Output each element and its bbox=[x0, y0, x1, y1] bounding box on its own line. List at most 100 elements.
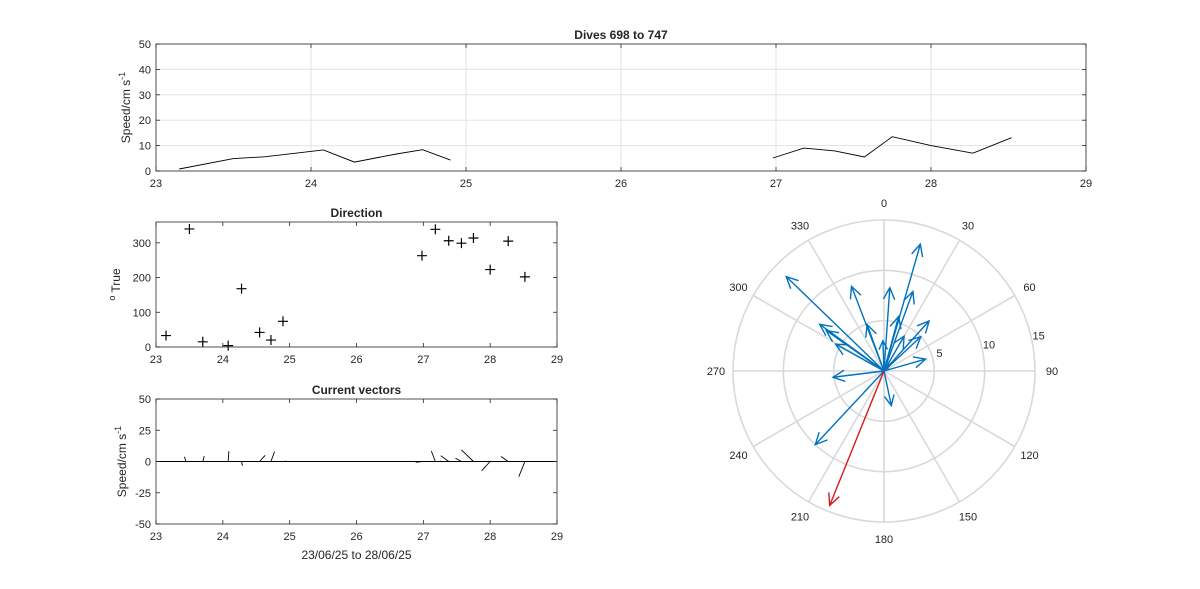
data-point bbox=[236, 283, 247, 294]
speed-chart: 23 24 25 26 27 28 29 0 10 20 30 40 50 Dives 698 to 7… bbox=[117, 28, 1092, 190]
arrow-shaft bbox=[883, 320, 930, 372]
data-point bbox=[485, 264, 496, 275]
y-axis-label-prefix: o bbox=[107, 296, 117, 301]
arrow-head bbox=[865, 323, 877, 338]
y-axis-label: Speed/cm s-1 bbox=[117, 72, 133, 143]
y-tick-label: 50 bbox=[139, 394, 151, 406]
angle-label: 210 bbox=[791, 511, 809, 523]
series-line-1 bbox=[179, 149, 451, 170]
angle-label: 150 bbox=[959, 511, 977, 523]
arrow-head bbox=[785, 275, 799, 290]
y-axis-label-text: Speed/cm s bbox=[115, 434, 129, 497]
vector-stick bbox=[284, 460, 287, 462]
current-arrow bbox=[878, 339, 889, 372]
y-tick-label: 0 bbox=[145, 166, 151, 178]
y-tick-label: 0 bbox=[145, 342, 151, 354]
range-label: 15 bbox=[1032, 331, 1044, 343]
x-tick-label: 24 bbox=[305, 178, 317, 190]
y-tick-label: 10 bbox=[139, 141, 151, 153]
x-tick-label: 26 bbox=[350, 354, 362, 366]
range-label: 10 bbox=[983, 339, 995, 351]
arrow-head bbox=[831, 369, 846, 383]
data-point bbox=[443, 235, 454, 246]
vector-stick bbox=[259, 454, 266, 462]
angle-label: 240 bbox=[729, 450, 747, 462]
angle-label: 330 bbox=[791, 221, 809, 233]
series-line-2 bbox=[772, 136, 1012, 159]
angle-spoke bbox=[883, 370, 1016, 448]
arrow-shaft bbox=[883, 370, 893, 406]
x-tick-label: 29 bbox=[1080, 178, 1092, 190]
current-vectors-chart: 23 24 25 26 27 28 29 50 25 0 -25 -50 Current vector… bbox=[113, 383, 563, 562]
y-tick-label: -50 bbox=[135, 519, 151, 531]
vector-stick bbox=[518, 461, 526, 477]
data-point bbox=[468, 232, 479, 243]
angle-label: 30 bbox=[962, 221, 974, 233]
y-axis-label: Speed/cm s-1 bbox=[113, 426, 129, 497]
x-tick-label: 28 bbox=[484, 531, 496, 543]
current-arrow bbox=[883, 334, 905, 372]
data-point bbox=[519, 271, 530, 282]
x-tick-label: 23 bbox=[150, 178, 162, 190]
arrow-head bbox=[818, 323, 833, 337]
angle-label: 180 bbox=[875, 534, 893, 546]
arrow-head bbox=[849, 284, 862, 300]
arrow-head bbox=[882, 286, 896, 300]
vector-stick bbox=[430, 450, 436, 462]
y-tick-label: 40 bbox=[139, 64, 151, 76]
angle-spoke bbox=[752, 370, 885, 448]
arrow-head bbox=[834, 343, 849, 356]
data-point bbox=[184, 223, 195, 234]
x-tick-label: 29 bbox=[551, 354, 563, 366]
chart-title: Dives 698 to 747 bbox=[574, 28, 668, 42]
x-tick-label: 26 bbox=[615, 178, 627, 190]
vector-stick bbox=[241, 461, 243, 466]
arrow-shaft bbox=[850, 286, 885, 372]
y-tick-label: 0 bbox=[145, 457, 151, 469]
vector-stick bbox=[202, 455, 205, 462]
current-arrow bbox=[824, 329, 885, 372]
arrow-head bbox=[916, 319, 931, 334]
data-point bbox=[265, 335, 276, 346]
arrow-shaft bbox=[883, 335, 905, 372]
x-tick-label: 28 bbox=[484, 354, 496, 366]
vector-stick bbox=[440, 455, 449, 462]
angle-label: 60 bbox=[1023, 282, 1035, 294]
x-tick-label: 25 bbox=[460, 178, 472, 190]
angle-label: 270 bbox=[707, 366, 725, 378]
arrow-shaft bbox=[832, 370, 885, 378]
y-tick-label: 300 bbox=[133, 238, 151, 250]
arrow-head bbox=[883, 394, 895, 408]
y-axis-label-exponent: -1 bbox=[117, 72, 127, 80]
y-tick-label: 20 bbox=[139, 115, 151, 127]
current-arrow bbox=[849, 284, 885, 372]
angle-label: 0 bbox=[881, 198, 887, 210]
current-arrow bbox=[831, 369, 885, 383]
x-tick-label: 24 bbox=[217, 354, 229, 366]
y-tick-label: -25 bbox=[135, 488, 151, 500]
mean-current-arrow bbox=[828, 370, 885, 507]
x-axis-label: 23/06/25 to 28/06/25 bbox=[301, 548, 411, 562]
arrow-shaft bbox=[883, 244, 922, 372]
x-tick-label: 24 bbox=[217, 531, 229, 543]
x-tick-label: 27 bbox=[770, 178, 782, 190]
vector-stick bbox=[183, 456, 187, 462]
arrow-shaft bbox=[882, 340, 885, 372]
current-arrow bbox=[883, 289, 915, 372]
y-tick-label: 25 bbox=[139, 425, 151, 437]
current-arrow bbox=[883, 370, 895, 408]
data-point bbox=[223, 340, 234, 351]
arrow-shaft bbox=[883, 287, 891, 372]
arrow-head bbox=[824, 329, 840, 343]
arrow-shaft bbox=[814, 370, 885, 446]
arrow-head bbox=[903, 289, 915, 305]
x-tick-label: 27 bbox=[417, 354, 429, 366]
compass-plot: 0 30 60 90 120 150 180 210 240 270 300 330 5 10 15 bbox=[707, 198, 1058, 546]
arrow-shaft bbox=[883, 291, 914, 372]
x-tick-label: 27 bbox=[417, 531, 429, 543]
arrow-shaft bbox=[829, 370, 885, 506]
angle-label: 120 bbox=[1020, 450, 1038, 462]
vector-stick bbox=[461, 449, 474, 462]
angle-spoke bbox=[807, 370, 885, 503]
arrow-head bbox=[911, 242, 924, 258]
